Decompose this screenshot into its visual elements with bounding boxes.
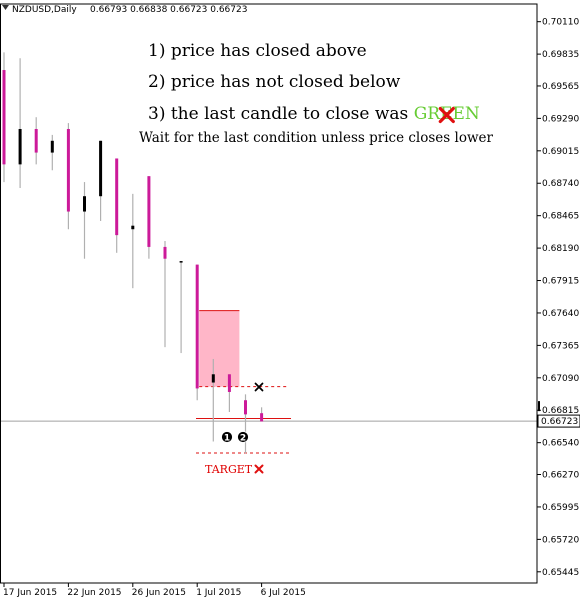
price-axis: 0.70110 0.69835 0.69565 0.69290 0.69015 0.687… <box>537 18 580 578</box>
marker-number: 2 <box>240 434 246 444</box>
target-label: TARGET <box>205 463 253 476</box>
time-tick-label: 22 Jun 2015 <box>67 588 121 598</box>
bid-marker <box>538 401 540 412</box>
candle <box>211 358 215 442</box>
level-lines <box>0 386 537 454</box>
candle <box>50 134 54 171</box>
candle <box>195 264 199 401</box>
candle <box>66 123 70 230</box>
candle-body-bear <box>147 176 151 247</box>
candle <box>34 117 38 165</box>
candle <box>260 407 264 422</box>
candle-body-bear <box>260 413 264 422</box>
price-tick-label: 0.65995 <box>542 503 579 513</box>
candle <box>131 193 135 289</box>
condition-3-prefix: 3) the last candle to close was <box>148 104 414 124</box>
price-tick-label: 0.68465 <box>542 212 579 222</box>
candle <box>2 52 6 183</box>
candle-body-bear <box>115 158 119 236</box>
candle <box>163 241 167 348</box>
time-tick-label: 17 Jun 2015 <box>3 588 57 598</box>
target-x-icon <box>254 464 264 474</box>
price-tick-label: 0.67640 <box>542 309 579 319</box>
price-tick-label: 0.68190 <box>542 244 579 254</box>
candle-body-bear <box>2 70 6 165</box>
price-tick-label: 0.66540 <box>542 439 579 449</box>
marker-number: 1 <box>224 434 230 444</box>
numbered-marker: 1 <box>221 431 233 444</box>
price-tick-label: 0.67365 <box>542 341 579 351</box>
candle-body-bull <box>50 140 54 153</box>
candle <box>147 176 151 259</box>
candle <box>18 58 22 188</box>
candle-body-bear <box>34 128 38 153</box>
candle <box>83 182 86 259</box>
time-axis: 17 Jun 2015 22 Jun 2015 26 Jun 2015 1 Jul 2… <box>3 583 306 598</box>
price-tick-label: 0.66815 <box>542 406 579 416</box>
breakout-x-icon <box>254 382 264 392</box>
time-tick-label: 6 Jul 2015 <box>261 588 306 598</box>
candle <box>115 158 119 253</box>
condition-2-text: 2) price has not closed below <box>148 72 401 92</box>
candle-body-bear <box>244 400 247 415</box>
entry-zone <box>199 310 240 387</box>
price-tick-label: 0.67915 <box>542 277 579 287</box>
ohlc-readout: 0.66793 0.66838 0.66723 0.66723 <box>90 5 247 15</box>
wait-instruction-text: Wait for the last condition unless price… <box>139 130 493 146</box>
time-tick-label: 26 Jun 2015 <box>132 588 186 598</box>
candle-body-bear <box>195 264 199 389</box>
price-tick-label: 0.69015 <box>542 147 579 157</box>
price-tick-label: 0.65445 <box>542 568 579 578</box>
candle-body-bull <box>211 374 215 383</box>
numbered-marker: 2 <box>237 431 249 444</box>
condition-1-text: 1) price has closed above <box>148 41 367 61</box>
not-yet-x-icon <box>438 106 455 124</box>
candle-body-bull <box>179 261 183 263</box>
price-tick-label: 0.69565 <box>542 82 579 92</box>
current-price-label: 0.66723 <box>541 417 578 427</box>
candles <box>2 52 264 454</box>
candle-body-bull <box>83 196 86 212</box>
price-tick-label: 0.67090 <box>542 374 579 384</box>
price-tick-label: 0.65720 <box>542 535 579 545</box>
current-price-box <box>537 414 580 428</box>
time-tick-label: 1 Jul 2015 <box>196 588 241 598</box>
candle-body-bull <box>131 225 135 230</box>
candle-body-bear <box>163 246 167 259</box>
price-tick-label: 0.70110 <box>542 18 579 28</box>
price-tick-label: 0.69290 <box>542 114 579 124</box>
price-tick-label: 0.66270 <box>542 471 579 481</box>
strategy-annotations: 1) price has closed above 2) price has n… <box>139 41 493 146</box>
marker-circle <box>221 431 233 443</box>
chart-frame <box>0 3 538 584</box>
candle <box>244 394 247 454</box>
chart-menu-icon[interactable] <box>2 5 9 10</box>
candle-body-bear <box>66 128 70 212</box>
candle <box>99 140 103 221</box>
candle <box>179 261 183 354</box>
entry-zone-fill <box>199 310 240 387</box>
symbol-label: NZDUSD,Daily <box>12 5 77 15</box>
candle <box>227 374 231 413</box>
price-tick-label: 0.69835 <box>542 50 579 60</box>
chart-header: NZDUSD,Daily 0.66793 0.66838 0.66723 0.6… <box>2 5 247 15</box>
candle-body-bear <box>227 374 231 392</box>
marker-circle <box>237 431 249 443</box>
candle-body-bull <box>99 140 103 197</box>
condition-3-text: 3) the last candle to close was GREEN <box>148 104 480 124</box>
price-tick-label: 0.68740 <box>542 179 579 189</box>
plot-border <box>0 3 538 584</box>
candle-body-bull <box>18 128 22 165</box>
